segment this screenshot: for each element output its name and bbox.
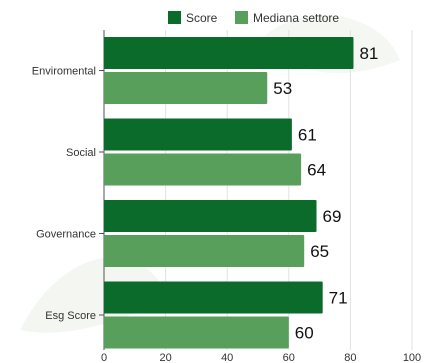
data-label: 69 (323, 207, 342, 226)
bar (104, 316, 289, 349)
data-label: 71 (329, 289, 348, 308)
category-label: Esg Score (45, 310, 96, 322)
x-tick-label: 40 (221, 352, 233, 363)
bar (104, 118, 292, 151)
bar (104, 235, 305, 267)
data-label: 60 (295, 324, 314, 343)
labels: 0 20 40 60 80 100 Enviromental 81 53 Social 61 64 Go… (32, 44, 421, 363)
legend-swatch (235, 11, 248, 24)
x-tick-label: 80 (344, 352, 356, 363)
x-tick-label: 60 (283, 352, 295, 363)
bar (104, 37, 354, 69)
data-label: 65 (310, 242, 329, 261)
bar (104, 281, 323, 314)
legend-label: Score (186, 11, 218, 25)
data-label: 61 (298, 126, 317, 145)
watermark-leaf (20, 257, 170, 333)
x-tick-label: 100 (403, 352, 421, 363)
x-tick-label: 0 (101, 352, 107, 363)
legend-swatch (168, 11, 181, 24)
category-label: Governance (36, 229, 96, 241)
category-label: Enviromental (32, 66, 96, 78)
x-tick-label: 20 (159, 352, 171, 363)
bar (104, 153, 302, 186)
category-label: Social (66, 147, 96, 159)
bar (104, 72, 268, 104)
data-label: 53 (273, 79, 292, 98)
bars (104, 37, 354, 349)
legend-label: Mediana settore (253, 11, 339, 25)
legend: Score Mediana settore (168, 11, 339, 25)
data-label: 81 (359, 44, 378, 63)
bar (104, 200, 317, 232)
data-label: 64 (307, 161, 326, 180)
